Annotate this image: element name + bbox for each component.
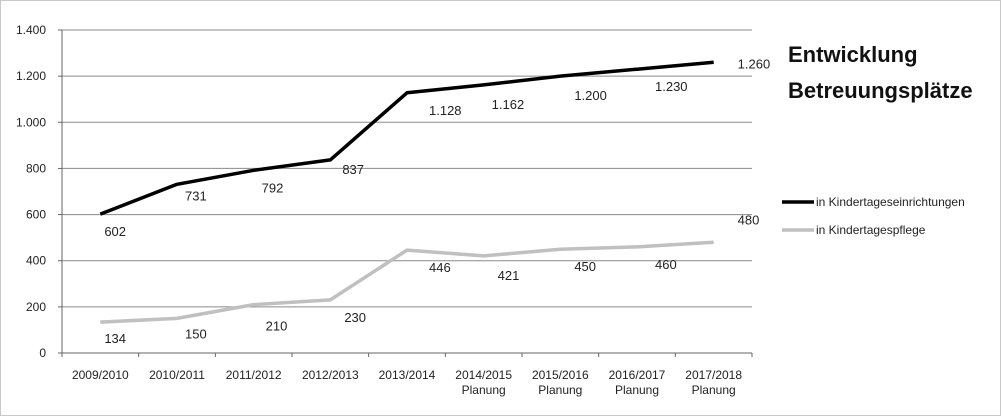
chart-title-line: Entwicklung bbox=[788, 42, 918, 67]
y-tick-label: 1.200 bbox=[16, 69, 46, 83]
x-tick-label: Planung bbox=[615, 383, 659, 397]
x-tick-label: 2013/2014 bbox=[379, 368, 436, 382]
y-tick-label: 0 bbox=[39, 346, 46, 360]
x-tick-label: 2012/2013 bbox=[302, 368, 359, 382]
data-label: 421 bbox=[498, 268, 520, 283]
x-tick-label: 2017/2018 bbox=[685, 368, 742, 382]
x-tick-label: 2010/2011 bbox=[149, 368, 205, 382]
y-axis-ticks: 0 200 400 600 800 1.000 1.200 1.400 bbox=[16, 23, 46, 360]
x-tick-label: 2011/2012 bbox=[226, 368, 282, 382]
x-axis-ticks: 2009/2010 2010/2011 2011/2012 2012/2013 2013… bbox=[72, 368, 742, 397]
data-label: 1.128 bbox=[429, 103, 462, 118]
data-label: 230 bbox=[344, 310, 366, 325]
y-tick-label: 1.000 bbox=[16, 115, 46, 129]
gridlines bbox=[62, 30, 752, 307]
data-label: 1.200 bbox=[574, 88, 607, 103]
x-tick-label: Planung bbox=[538, 383, 582, 397]
chart-title-line: Betreuungsplätze bbox=[788, 78, 973, 103]
legend: in Kindertageseinrichtungen in Kindertage… bbox=[782, 195, 965, 237]
legend-label: in Kindertageseinrichtungen bbox=[816, 195, 965, 209]
y-tick-label: 1.400 bbox=[16, 23, 46, 37]
data-label: 460 bbox=[655, 257, 677, 272]
data-label: 134 bbox=[104, 331, 126, 346]
x-tick-label: 2014/2015 bbox=[455, 368, 512, 382]
data-label: 446 bbox=[429, 260, 451, 275]
y-tick-label: 600 bbox=[26, 208, 46, 222]
x-tick-label: 2009/2010 bbox=[72, 368, 129, 382]
data-label: 210 bbox=[266, 319, 288, 334]
data-label: 150 bbox=[185, 326, 207, 341]
data-label: 480 bbox=[738, 212, 760, 227]
y-tick-label: 200 bbox=[26, 300, 46, 314]
axes bbox=[58, 30, 752, 357]
x-tick-label: 2015/2016 bbox=[532, 368, 589, 382]
data-label: 837 bbox=[342, 162, 364, 177]
data-label: 1.260 bbox=[738, 56, 771, 71]
data-label: 1.230 bbox=[655, 79, 688, 94]
data-label: 792 bbox=[262, 180, 284, 195]
x-tick-label: Planung bbox=[692, 383, 736, 397]
data-label: 731 bbox=[185, 188, 207, 203]
data-label: 1.162 bbox=[492, 97, 525, 112]
x-tick-label: Planung bbox=[462, 383, 506, 397]
data-label: 450 bbox=[574, 259, 596, 274]
series-line bbox=[100, 242, 713, 322]
chart-title: Entwicklung Betreuungsplätze bbox=[788, 42, 973, 103]
data-labels: 602 731 792 837 1.128 1.162 1.200 1.230 1.260 134… bbox=[104, 56, 770, 346]
legend-label: in Kindertagespflege bbox=[816, 223, 926, 237]
x-tick-label: 2016/2017 bbox=[609, 368, 666, 382]
y-tick-label: 400 bbox=[26, 254, 46, 268]
data-label: 602 bbox=[104, 224, 126, 239]
y-tick-label: 800 bbox=[26, 161, 46, 175]
